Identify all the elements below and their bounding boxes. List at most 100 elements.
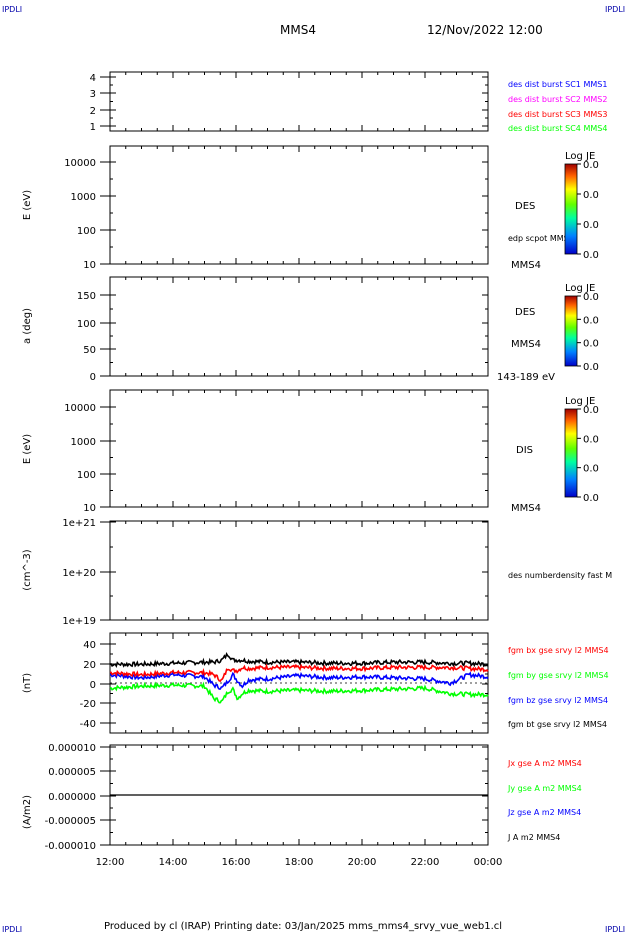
legend-entry: fgm bt gse srvy l2 MMS4 [508,720,607,729]
y-tick-label: 1e+20 [62,568,96,579]
panel-current-density: 0.000010 0.000005 0.000000 -0.000005 -0.0000… [22,743,582,852]
y-tick-label: 0 [90,372,96,383]
colorbar-scale [564,295,578,367]
panel-density: 1e+21 1e+20 1e+19 (cm^-3) des numberdensity … [22,518,612,627]
colorbar-tick-label: 0.0 [583,315,599,326]
series-line [109,652,489,669]
x-tick-label: 22:00 [411,857,440,868]
legend-entry: des dist burst SC4 MMS4 [508,124,607,133]
panel-frame [109,71,489,132]
legend-entry: des dist burst SC3 MMS3 [508,110,607,119]
y-tick-label: 40 [83,640,96,651]
panel-right-label: DES [515,201,535,212]
y-tick-label: 10 [83,260,96,271]
corner-mark-top-left: IPDLI [2,5,22,14]
corner-mark-top-right: IPDLI [605,5,625,14]
panel-right-label: edp scpot MMS4 [508,234,574,243]
y-tick-label: 100 [77,319,96,330]
panel-des-pitch-angle: 150 100 50 0 a (deg) DES MMS4 143-189 eV [22,276,555,383]
colorbar-label: Log JE [565,151,595,162]
y-tick-label: -0.000005 [45,816,96,827]
panel-right-label: DES [515,307,535,318]
legend-entry: des dist burst SC1 MMS1 [508,80,607,89]
colorbar: Log JE0.00.00.00.0 [564,396,599,504]
series-line [109,681,489,704]
panel-des-energy: 10000 1000 100 10 E (eV) DES edp scpot MMS4 MMS… [22,145,574,271]
panels-group: 4 3 2 1 des dist burst SC1 MMS1 des dist burs… [22,71,612,852]
y-axis-label: E (eV) [22,190,33,220]
legend-entry: des numberdensity fast M [508,571,612,580]
series-line [109,671,489,690]
x-tick-label: 00:00 [474,857,503,868]
colorbar-tick-label: 0.0 [583,190,599,201]
corner-mark-bottom-right: IPDLI [605,925,625,934]
legend-entry: fgm bz gse srvy l2 MMS4 [508,696,608,705]
panel-frame [109,520,489,621]
footer-text: Produced by cl (IRAP) Printing date: 03/… [104,921,502,932]
x-tick-label: 12:00 [96,857,125,868]
y-tick-label: 0.000000 [48,792,96,803]
panel-right-label: MMS4 [511,339,541,350]
panel-spacecraft-availability: 4 3 2 1 des dist burst SC1 MMS1 des dist burs… [90,71,607,133]
colorbar-tick-label: 0.0 [583,160,599,171]
colorbar: Log JE0.00.00.00.0 [564,151,599,261]
y-tick-label: 2 [90,106,96,117]
corner-mark-bottom-left: IPDLI [2,925,22,934]
legend-entry: J A m2 MMS4 [507,833,560,842]
y-axis-label: (A/m2) [22,795,33,829]
y-tick-label: 10000 [64,403,96,414]
panel-frame [109,145,489,265]
panel-frame [109,276,489,377]
y-axis-label: a (deg) [22,308,33,344]
y-tick-label: 0.000005 [48,767,96,778]
legend-entry: fgm bx gse srvy l2 MMS4 [508,646,609,655]
colorbar-scale [564,408,578,498]
y-axis-label: E (eV) [22,434,33,464]
y-tick-label: 100 [77,226,96,237]
y-tick-label: 1000 [71,192,96,203]
legend-entry: des dist burst SC2 MMS2 [508,95,607,104]
x-tick-label: 20:00 [348,857,377,868]
colorbar-tick-label: 0.0 [583,405,599,416]
panel-right-label: DIS [516,445,533,456]
panel-dis-energy: 10000 1000 100 10 E (eV) DIS MMS4 [22,389,541,514]
legend-entry: Jy gse A m2 MMS4 [507,784,582,793]
legend-entry: fgm by gse srvy l2 MMS4 [508,671,609,680]
colorbar: Log JE0.00.00.00.0 [564,283,599,373]
date-title: 12/Nov/2022 12:00 [427,23,543,37]
x-tick-label: 16:00 [222,857,251,868]
y-axis-label: (nT) [22,673,33,693]
panel-right-label: MMS4 [511,503,541,514]
y-tick-label: 100 [77,470,96,481]
y-tick-label: 0 [90,680,96,691]
y-tick-label: -40 [80,719,96,730]
y-tick-label: -0.000010 [45,841,96,852]
y-axis-label: (cm^-3) [22,549,33,590]
legend-entry: Jx gse A m2 MMS4 [507,759,582,768]
colorbar-tick-label: 0.0 [583,434,599,445]
colorbar-scale [564,163,578,255]
colorbar-tick-label: 0.0 [583,292,599,303]
y-tick-label: 1e+19 [62,616,96,627]
colorbar-label: Log JE [565,396,595,407]
panel-magnetic-field: 40 20 0 -20 -40 (nT) fgm bx gse srvy l2 MMS4 fg… [22,632,609,734]
y-tick-label: 0.000010 [48,743,96,754]
x-tick-label: 18:00 [285,857,314,868]
colorbar-tick-label: 0.0 [583,464,599,475]
y-tick-label: 1e+21 [62,518,96,529]
y-tick-label: 3 [90,89,96,100]
y-tick-label: 1000 [71,437,96,448]
y-tick-label: 50 [83,345,96,356]
colorbar-tick-label: 0.0 [583,362,599,373]
y-tick-label: 150 [77,291,96,302]
panel-right-label: MMS4 [511,260,541,271]
panel-right-label: 143-189 eV [497,372,555,383]
panel-frame [109,389,489,508]
series-line [109,663,489,683]
colorbar-tick-label: 0.0 [583,220,599,231]
y-tick-label: -20 [80,699,96,710]
spacecraft-title: MMS4 [280,23,316,37]
y-tick-label: 10000 [64,158,96,169]
